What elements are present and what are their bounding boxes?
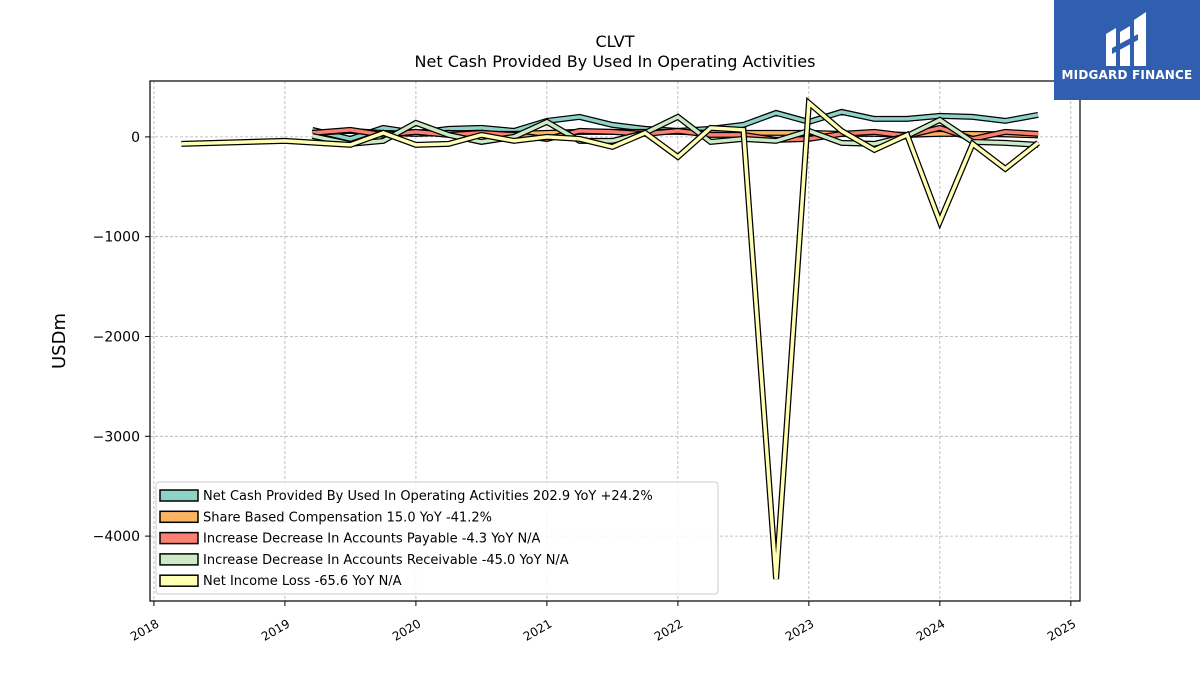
legend-label: Net Cash Provided By Used In Operating A…: [203, 489, 653, 504]
series-line-increase-decrease-in-accounts-receivable: [312, 114, 1039, 147]
logo-mark-icon: [1106, 12, 1146, 66]
legend-swatch: [159, 531, 199, 545]
y-tick-label: −1000: [93, 230, 140, 246]
x-tick-label: 2021: [521, 616, 554, 643]
chart-subtitle: Net Cash Provided By Used In Operating A…: [415, 52, 816, 71]
legend-label: Net Income Loss -65.6 YoY N/A: [203, 574, 402, 589]
y-tick-label: −3000: [93, 429, 140, 445]
x-tick-label: 2019: [259, 616, 292, 643]
x-tick-label: 2020: [390, 616, 423, 643]
legend-swatch: [159, 510, 199, 524]
chart-title: CLVT: [595, 32, 634, 51]
legend-box: [155, 481, 719, 595]
series-line-net-income-loss: [181, 99, 1040, 580]
plot-frame: [149, 80, 1081, 602]
legend-label: Share Based Compensation 15.0 YoY -41.2%: [203, 510, 492, 525]
x-tick-label: 2024: [914, 616, 947, 643]
legend-label: Increase Decrease In Accounts Receivable…: [203, 553, 569, 568]
x-tick-label: 2022: [652, 616, 685, 643]
y-tick-label: 0: [131, 130, 140, 146]
legend: Net Cash Provided By Used In Operating A…: [155, 481, 719, 595]
series-layer: [181, 96, 1040, 580]
legend-swatch: [159, 574, 199, 587]
legend-label: Increase Decrease In Accounts Payable -4…: [203, 532, 541, 547]
x-tick-label: 2023: [783, 616, 816, 643]
brand-logo: MIDGARD FINANCE: [1054, 0, 1200, 100]
legend-swatch: [159, 553, 199, 566]
y-tick-label: −4000: [93, 529, 140, 545]
logo-text: MIDGARD FINANCE: [1061, 68, 1193, 82]
x-tick-label: 2018: [128, 616, 161, 643]
x-tick-label: 2025: [1045, 616, 1078, 643]
legend-swatch: [159, 489, 199, 502]
y-axis-label: USDm: [49, 313, 70, 369]
y-tick-label: −2000: [93, 330, 140, 346]
